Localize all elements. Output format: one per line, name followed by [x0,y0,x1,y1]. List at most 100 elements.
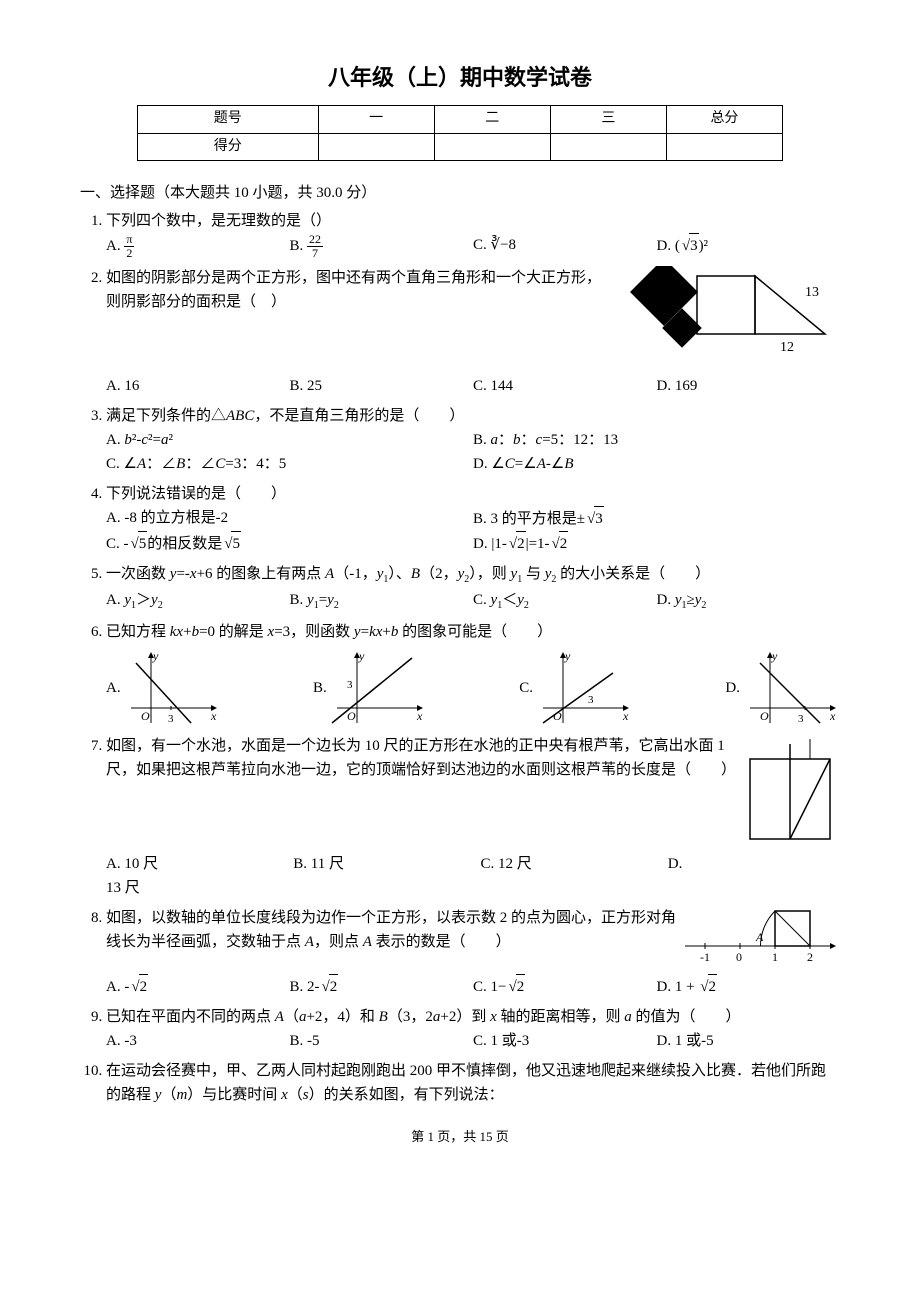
q6-label-a: A. [106,676,121,700]
svg-text:x: x [210,709,217,723]
q9-opt-b: B. -5 [290,1029,474,1053]
q2-figure: 13 12 [610,266,840,374]
svg-text:x: x [416,709,423,723]
svg-text:y: y [564,649,571,663]
q7-opt-b: B. 11 尺 [293,852,477,876]
q6-stem: 已知方程 kx+b=0 的解是 x=3，则函数 y=kx+b 的图象可能是（ ） [106,620,840,644]
svg-text:2: 2 [807,950,813,964]
svg-text:1: 1 [772,950,778,964]
q1-stem: 下列四个数中，是无理数的是（） [106,209,840,233]
q6-label-c: C. [519,676,533,700]
svg-text:A: A [755,930,764,944]
svg-text:3: 3 [168,713,174,725]
question-2: 如图的阴影部分是两个正方形，图中还有两个直角三角形和一个大正方形，则阴影部分的面… [106,266,840,398]
q2-opt-b: B. 25 [290,374,474,398]
score-cell [666,133,782,160]
q5-opt-c: C. y1＜y2 [473,588,657,614]
page-footer: 第 1 页，共 15 页 [80,1127,840,1148]
q7-stem: 如图，有一个水池，水面是一个边长为 10 尺的正方形在水池的正中央有根芦苇，它高… [106,734,740,782]
q9-opt-d: D. 1 或-5 [657,1029,841,1053]
q2-stem: 如图的阴影部分是两个正方形，图中还有两个直角三角形和一个大正方形，则阴影部分的面… [106,266,610,314]
svg-text:x: x [829,709,836,723]
q7-opt-a: A. 10 尺 [106,852,290,876]
question-4: 下列说法错误的是（ ） A. -8 的立方根是-2 B. 3 的平方根是±3 C… [106,482,840,556]
q8-stem: 如图，以数轴的单位长度线段为边作一个正方形，以表示数 2 的点为圆心，正方形对角… [106,906,680,954]
svg-text:13: 13 [805,285,819,300]
q8-opt-b: B. 2-2 [290,974,474,999]
q9-stem: 已知在平面内不同的两点 A（a+2，4）和 B（3，2a+2）到 x 轴的距离相… [106,1005,840,1029]
q4-opt-a: A. -8 的立方根是-2 [106,506,473,531]
q7-opt-c: C. 12 尺 [481,852,665,876]
q5-opt-a: A. y1＞y2 [106,588,290,614]
q7-opt-d-pre: D. [668,852,683,876]
svg-text:3: 3 [588,694,594,706]
score-cell: 得分 [138,133,319,160]
q5-opt-b: B. y1=y2 [290,588,474,614]
q9-opt-c: C. 1 或-3 [473,1029,657,1053]
q8-figure: -1 0 1 2 A [680,906,840,974]
svg-text:3: 3 [798,713,804,725]
svg-text:O: O [347,709,356,723]
q5-stem: 一次函数 y=-x+6 的图象上有两点 A（-1，y1）、B（2，y2），则 y… [106,562,840,588]
q10-stem: 在运动会径赛中，甲、乙两人同村起跑刚跑出 200 甲不慎摔倒，他又迅速地爬起来继… [106,1059,840,1107]
question-3: 满足下列条件的△ABC，不是直角三角形的是（ ） A. b²-c²=a² B. … [106,404,840,476]
svg-text:-1: -1 [700,950,710,964]
question-10: 在运动会径赛中，甲、乙两人同村起跑刚跑出 200 甲不慎摔倒，他又迅速地爬起来继… [106,1059,840,1107]
q4-opt-d: D. |1-2|=1-2 [473,531,840,556]
svg-text:0: 0 [736,950,742,964]
score-cell: 三 [550,106,666,133]
question-8: 如图，以数轴的单位长度线段为边作一个正方形，以表示数 2 的点为圆心，正方形对角… [106,906,840,999]
section-heading: 一、选择题（本大题共 10 小题，共 30.0 分） [80,181,840,205]
score-cell: 总分 [666,106,782,133]
q6-label-d: D. [725,676,740,700]
score-cell: 二 [434,106,550,133]
score-cell [550,133,666,160]
q8-opt-d: D. 1 + 2 [657,974,841,999]
q6-graph-b: y x O 3 [327,648,427,728]
q1-opt-d: D. (3)² [657,233,841,260]
q8-opt-a: A. -2 [106,974,290,999]
q4-opt-b: B. 3 的平方根是±3 [473,506,840,531]
q6-graph-c: y x O 3 [533,648,633,728]
q8-opt-c: C. 1−2 [473,974,657,999]
score-cell [434,133,550,160]
q3-stem: 满足下列条件的△ABC，不是直角三角形的是（ ） [106,404,840,428]
question-9: 已知在平面内不同的两点 A（a+2，4）和 B（3，2a+2）到 x 轴的距离相… [106,1005,840,1053]
q7-opt-d-cont: 13 尺 [106,880,140,896]
question-6: 已知方程 kx+b=0 的解是 x=3，则函数 y=kx+b 的图象可能是（ ）… [106,620,840,728]
svg-text:12: 12 [780,340,794,355]
svg-text:y: y [771,649,778,663]
q6-label-b: B. [313,676,327,700]
svg-text:y: y [358,649,365,663]
score-cell [318,133,434,160]
q3-opt-a: A. b²-c²=a² [106,428,473,452]
q1-opt-a: A. π2 [106,233,290,260]
question-7: 如图，有一个水池，水面是一个边长为 10 尺的正方形在水池的正中央有根芦苇，它高… [106,734,840,900]
q6-graph-a: y x O 3 [121,648,221,728]
score-cell: 一 [318,106,434,133]
q3-opt-b: B. a：b：c=5：12：13 [473,428,840,452]
page-title: 八年级（上）期中数学试卷 [80,60,840,95]
q1-opt-b: B. 227 [290,233,474,260]
q2-opt-a: A. 16 [106,374,290,398]
svg-text:y: y [152,649,159,663]
q9-opt-a: A. -3 [106,1029,290,1053]
svg-text:O: O [141,709,150,723]
svg-text:3: 3 [347,679,353,691]
q1-opt-c: C. ∛−8 [473,233,657,260]
q5-opt-d: D. y1≥y2 [657,588,841,614]
q2-opt-d: D. 169 [657,374,841,398]
svg-text:O: O [553,709,562,723]
question-5: 一次函数 y=-x+6 的图象上有两点 A（-1，y1）、B（2，y2），则 y… [106,562,840,614]
score-table: 题号 一 二 三 总分 得分 [137,105,783,161]
q2-opt-c: C. 144 [473,374,657,398]
q6-graph-d: y x O 3 [740,648,840,728]
q4-opt-c: C. -5的相反数是5 [106,531,473,556]
svg-text:O: O [760,709,769,723]
q3-opt-c: C. ∠A：∠B：∠C=3：4：5 [106,452,473,476]
question-1: 下列四个数中，是无理数的是（） A. π2 B. 227 C. ∛−8 D. (… [106,209,840,260]
q3-opt-d: D. ∠C=∠A-∠B [473,452,840,476]
svg-text:x: x [622,709,629,723]
q7-figure [740,734,840,852]
score-cell: 题号 [138,106,319,133]
